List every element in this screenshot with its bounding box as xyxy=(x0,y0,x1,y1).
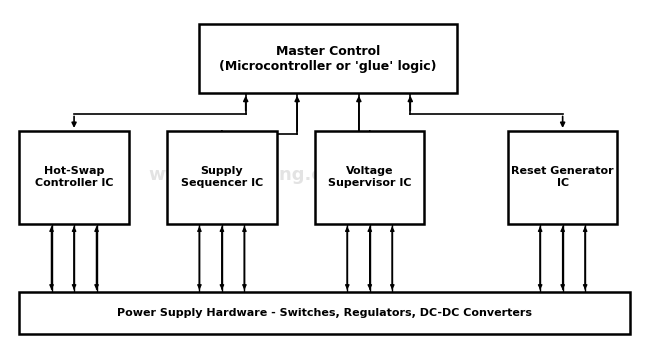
Bar xyxy=(20,292,630,334)
Bar xyxy=(199,24,457,93)
Bar xyxy=(508,131,617,224)
Text: Master Control
(Microcontroller or 'glue' logic): Master Control (Microcontroller or 'glue… xyxy=(219,45,437,73)
Text: Reset Generator
IC: Reset Generator IC xyxy=(511,166,614,188)
Text: Power Supply Hardware - Switches, Regulators, DC-DC Converters: Power Supply Hardware - Switches, Regula… xyxy=(117,308,532,318)
Bar xyxy=(315,131,424,224)
Text: Supply
Sequencer IC: Supply Sequencer IC xyxy=(181,166,263,188)
Text: www.greattong.com: www.greattong.com xyxy=(148,166,354,185)
Text: Voltage
Supervisor IC: Voltage Supervisor IC xyxy=(328,166,411,188)
Text: Hot-Swap
Controller IC: Hot-Swap Controller IC xyxy=(35,166,113,188)
Bar xyxy=(167,131,277,224)
Bar xyxy=(20,131,129,224)
